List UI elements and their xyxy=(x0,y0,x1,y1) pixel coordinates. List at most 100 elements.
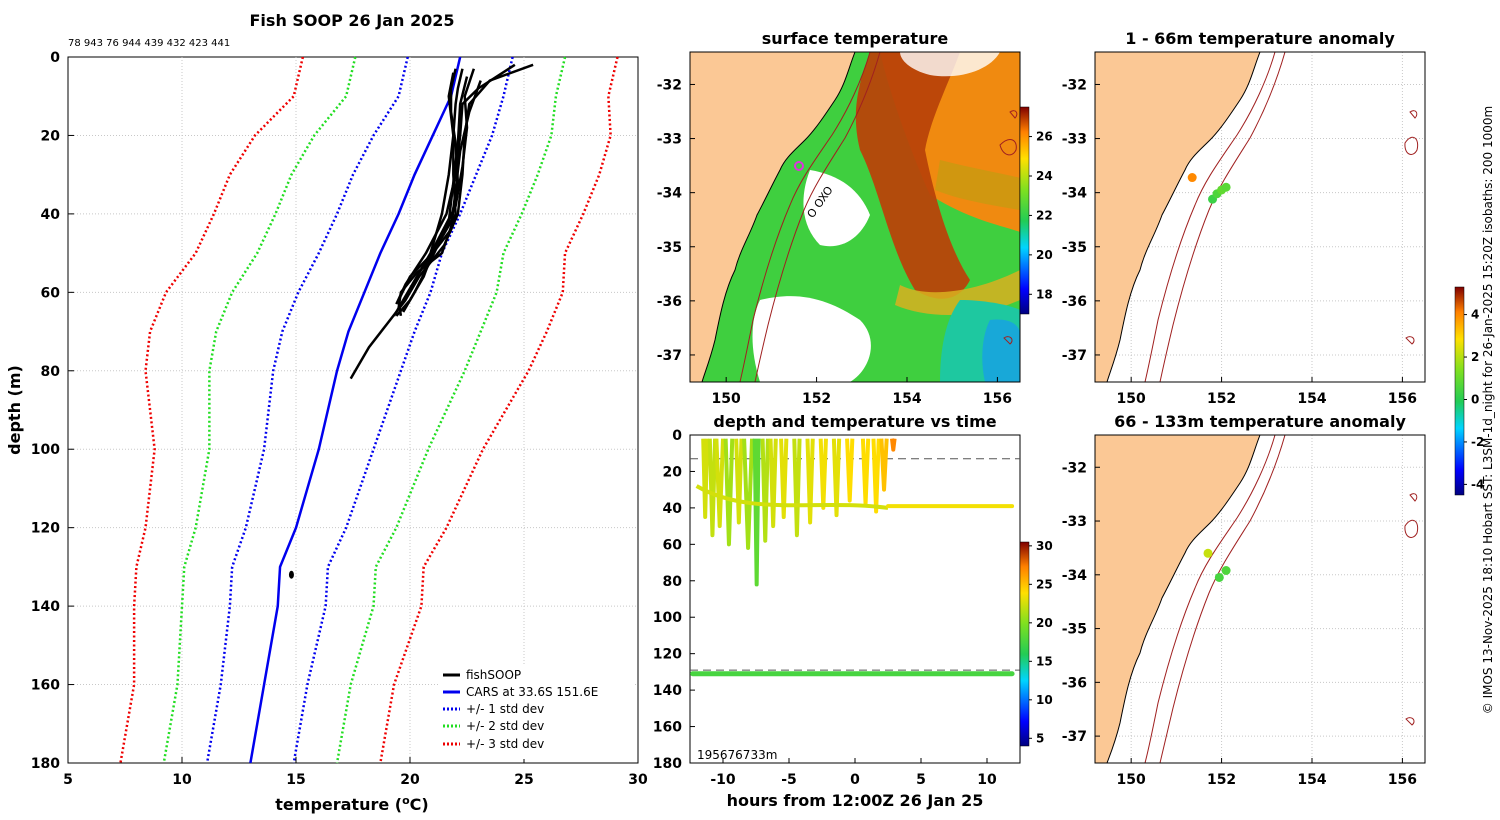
time-cast xyxy=(760,438,770,543)
anomaly-colorbar-ticks: -4 -2 0 2 4 xyxy=(1464,308,1484,491)
anomaly-top-ytick-label: -34 xyxy=(1062,186,1088,202)
sst-colorbar-ticks: 18 20 22 24 26 xyxy=(1029,130,1053,301)
profile-title: Fish SOOP 26 Jan 2025 xyxy=(250,11,455,30)
cars-minus1std-line xyxy=(205,56,409,764)
anomaly-bottom-ytick-label: -35 xyxy=(1062,622,1087,638)
cars-mean-line xyxy=(249,56,462,764)
time-title: depth and temperature vs time xyxy=(713,412,996,431)
sst-vessel-marker xyxy=(794,161,804,171)
sst-title: surface temperature xyxy=(762,29,949,48)
time-colorbar-tick-label: 25 xyxy=(1036,577,1053,591)
anomaly-bottom-xtick-label: 150 xyxy=(1117,772,1146,788)
legend-std2: +/- 2 std dev xyxy=(466,719,544,733)
profile-ytick-label: 40 xyxy=(41,207,61,223)
profile-xtick-label: 5 xyxy=(63,772,73,788)
sst-ytick-label: -33 xyxy=(657,132,682,148)
sst-colorbar xyxy=(1019,106,1030,315)
profile-ytick-label: 60 xyxy=(41,285,61,301)
time-cast xyxy=(879,438,889,492)
sst-xtick-label: 156 xyxy=(983,391,1012,407)
anomaly-colorbar-tick-label: -2 xyxy=(1471,435,1484,449)
time-cast xyxy=(871,438,881,514)
anomaly-top-ytick-label: -36 xyxy=(1062,294,1087,310)
time-ytick-label: 140 xyxy=(653,683,682,699)
profile-ytick-label: 160 xyxy=(31,678,60,694)
time-ytick-label: 180 xyxy=(653,756,682,772)
time-y-ticks: 0 20 40 60 80 100 120 140 160 180 xyxy=(653,428,695,772)
cars-plus2std-line xyxy=(335,56,567,764)
time-cast xyxy=(714,438,725,529)
anomaly-top-ytick-label: -32 xyxy=(1062,77,1087,93)
profile-ylabel: depth (m) xyxy=(5,365,24,455)
anomaly-top-land xyxy=(1095,52,1261,382)
anomaly-bottom-point xyxy=(1203,548,1213,558)
profile-grid xyxy=(68,57,638,763)
anomaly-bottom-ytick-label: -37 xyxy=(1062,729,1087,745)
time-cast xyxy=(845,438,855,503)
anomaly-top-panel: 1 - 66m temperature anomaly 150 152 154 156… xyxy=(1062,29,1426,407)
profile-ytick-label: 20 xyxy=(41,128,61,144)
sst-eac-core xyxy=(855,52,970,299)
fishsoop-profiles xyxy=(288,63,534,579)
time-xlabel: hours from 12:00Z 26 Jan 25 xyxy=(727,791,984,810)
anomaly-colorbar-tick-label: 4 xyxy=(1471,308,1479,322)
time-xtick-label: 0 xyxy=(850,772,860,788)
anomaly-bottom-ytick-label: -34 xyxy=(1062,568,1088,584)
sst-ytick-label: -36 xyxy=(657,294,682,310)
anomaly-top-point xyxy=(1221,182,1231,192)
time-colorbar xyxy=(1019,541,1030,747)
sst-x-ticks: 150 152 154 156 xyxy=(712,377,1012,407)
legend-std3: +/- 3 std dev xyxy=(466,737,544,751)
anomaly-top-frame xyxy=(1094,51,1426,383)
sst-colorbar-tick-label: 18 xyxy=(1036,287,1053,301)
profile-y-ticks: 0 20 40 60 80 100 120 140 160 180 xyxy=(31,50,74,772)
time-colorbar-tick-label: 30 xyxy=(1036,539,1053,553)
fishsoop-profile-line xyxy=(392,72,455,317)
anomaly-bottom-ytick-label: -32 xyxy=(1062,460,1087,476)
sst-ytick-label: -34 xyxy=(657,186,683,202)
sst-cloud-gap xyxy=(803,170,870,247)
time-cast xyxy=(889,438,897,452)
time-x-ticks: -10 -5 0 5 10 xyxy=(710,758,997,788)
profile-panel: Fish SOOP 26 Jan 2025 78 943 76 944 439 … xyxy=(5,11,648,814)
time-colorbar-tick-label: 10 xyxy=(1036,693,1053,707)
fishsoop-isolated-point xyxy=(288,570,294,579)
time-cast xyxy=(831,438,842,518)
anomaly-bottom-xtick-label: 152 xyxy=(1207,772,1236,788)
anomaly-top-points xyxy=(1187,173,1231,204)
cars-minus3std-line xyxy=(119,56,305,764)
profile-xtick-label: 30 xyxy=(628,772,648,788)
profile-ytick-label: 80 xyxy=(41,364,61,380)
anomaly-top-ytick-label: -37 xyxy=(1062,348,1087,364)
time-drift-series xyxy=(695,484,889,510)
profile-xlabel: temperature (oC) xyxy=(275,794,428,815)
anomaly-top-xtick-label: 152 xyxy=(1207,391,1236,407)
time-ytick-label: 120 xyxy=(653,647,682,663)
time-ytick-label: 20 xyxy=(663,464,683,480)
sst-colorbar-tick-label: 22 xyxy=(1036,208,1053,222)
time-xtick-label: -5 xyxy=(781,772,797,788)
sst-xtick-label: 154 xyxy=(892,391,921,407)
time-cast xyxy=(707,438,718,538)
anomaly-top-ytick-label: -35 xyxy=(1062,240,1087,256)
profile-xtick-label: 25 xyxy=(514,772,533,788)
sst-land xyxy=(690,52,856,382)
cars-minus2std-line xyxy=(162,56,357,764)
anomaly-top-ytick-label: -33 xyxy=(1062,132,1087,148)
anomaly-bottom-ytick-label: -33 xyxy=(1062,514,1087,530)
legend-fishsoop: fishSOOP xyxy=(466,668,521,682)
anomaly-colorbar-tick-label: -4 xyxy=(1471,477,1484,491)
time-ytick-label: 100 xyxy=(653,610,682,626)
side-caption: © IMOS 13-Nov-2025 18:10 Hobart SST: L3S… xyxy=(1481,106,1495,714)
time-colorbar-tick-label: 20 xyxy=(1036,616,1053,630)
time-xtick-label: 10 xyxy=(977,772,997,788)
fishsoop-profile-line xyxy=(418,80,482,274)
time-ytick-label: 40 xyxy=(663,501,683,517)
profile-ytick-label: 0 xyxy=(50,50,60,66)
time-panel: depth and temperature vs time -10 -5 0 5 10 … xyxy=(653,412,1053,810)
profile-xtick-label: 20 xyxy=(400,772,420,788)
time-series xyxy=(690,438,1015,677)
sst-ytick-label: -37 xyxy=(657,348,682,364)
time-cast xyxy=(723,438,735,547)
time-cast xyxy=(818,438,828,510)
